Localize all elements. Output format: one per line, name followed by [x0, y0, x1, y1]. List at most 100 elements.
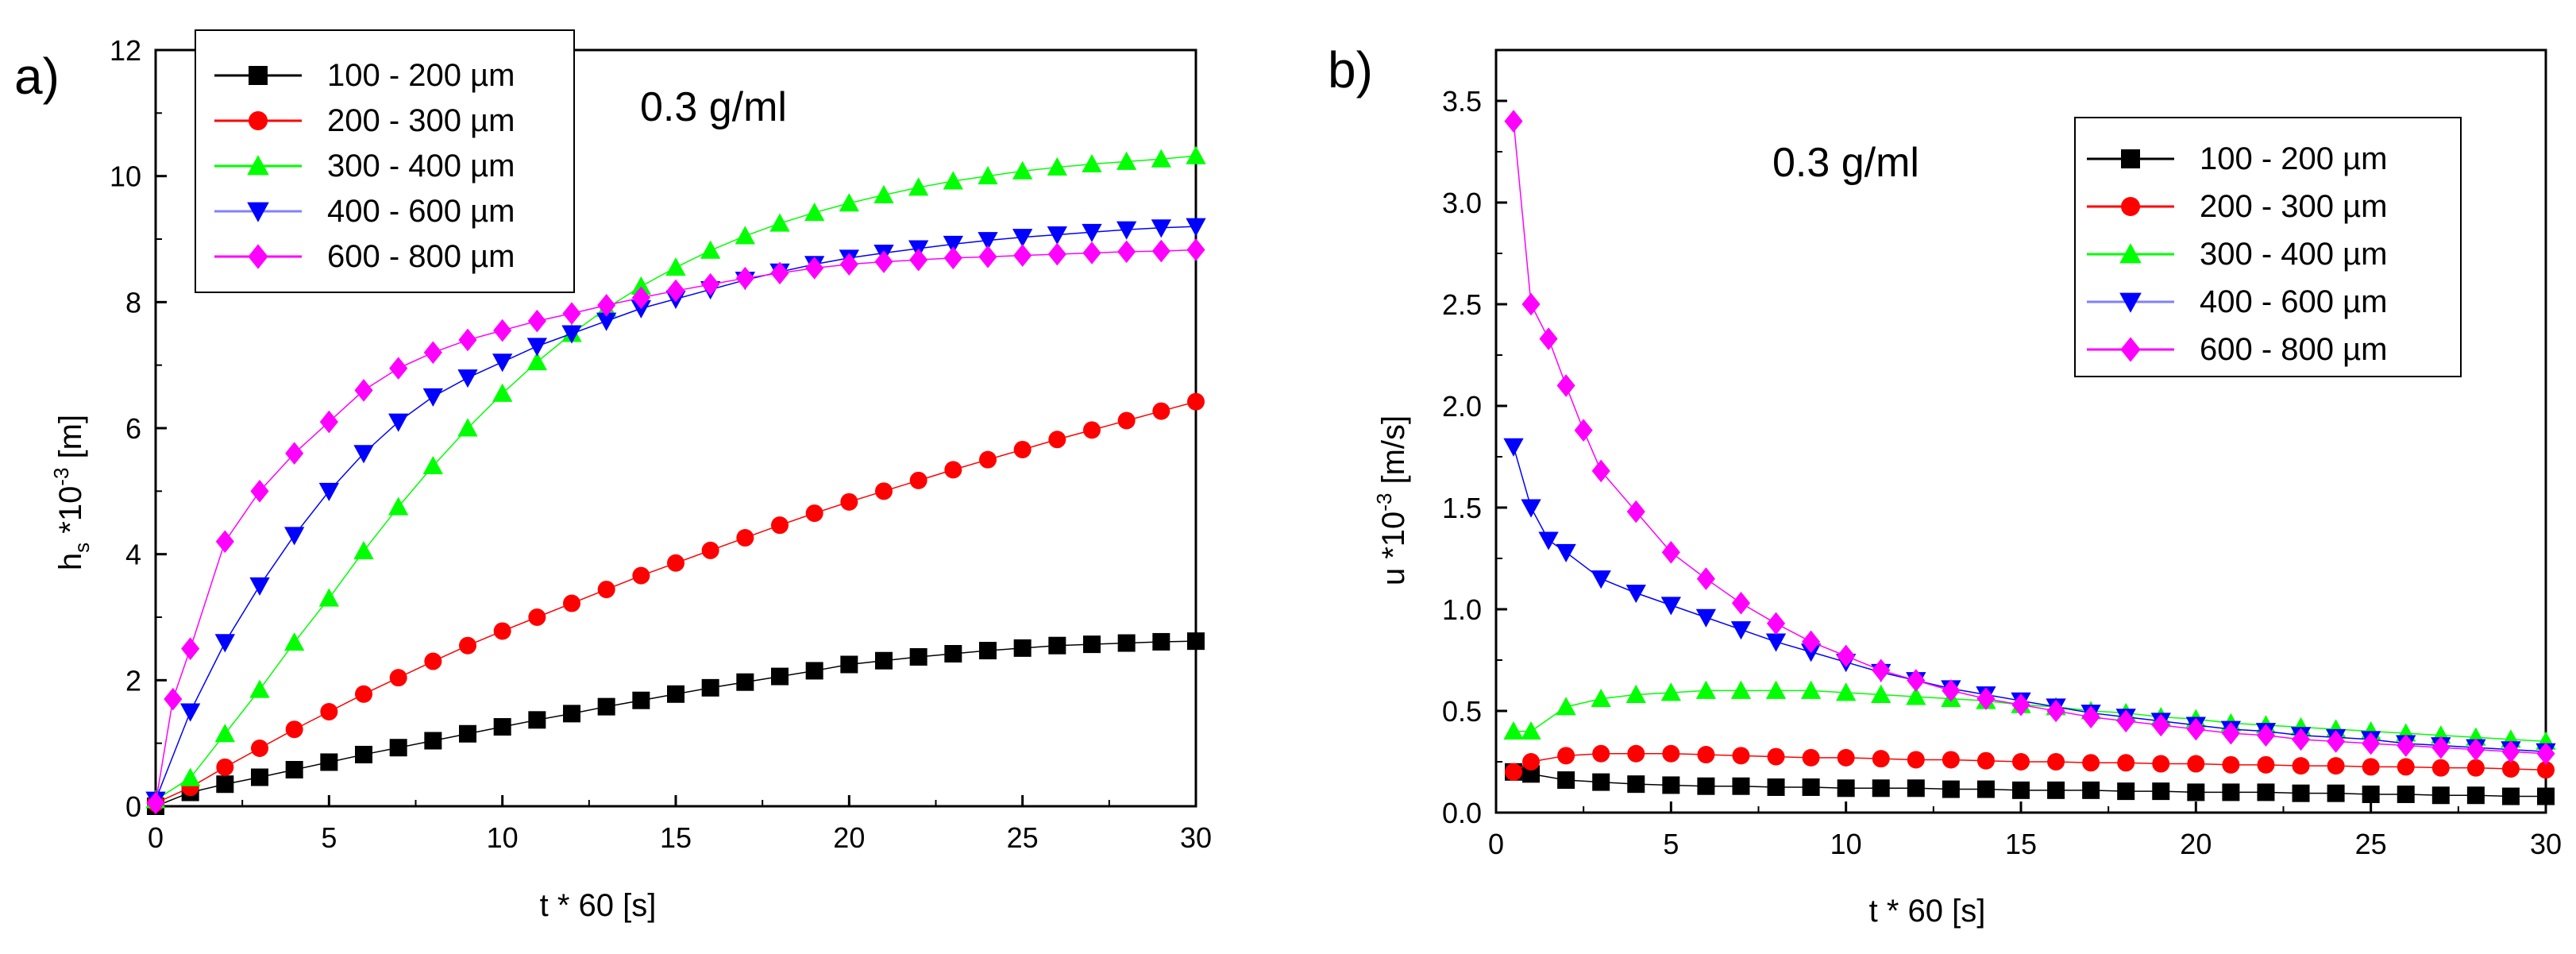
data-point [735, 266, 754, 290]
data-point [667, 554, 684, 572]
data-point [1047, 226, 1067, 245]
legend-label: 400 - 600 µm [2200, 284, 2388, 319]
data-point [979, 642, 997, 660]
data-point [181, 637, 200, 660]
series-a-4 [145, 218, 1206, 810]
data-point [389, 357, 408, 380]
data-point [2047, 781, 2065, 799]
data-point [666, 279, 685, 303]
data-point [840, 492, 858, 511]
series-b-2 [1505, 744, 2555, 781]
data-point [873, 184, 894, 203]
data-point [805, 504, 823, 523]
data-point [2221, 721, 2240, 745]
x-tick-label-a: 15 [660, 821, 692, 854]
data-point [458, 328, 477, 352]
x-tick-label-a: 20 [833, 821, 865, 854]
data-point [2291, 728, 2311, 751]
data-point [2257, 783, 2275, 801]
annotation-a: 0.3 g/ml [640, 84, 787, 130]
data-point [388, 413, 409, 432]
data-point [1697, 746, 1715, 764]
data-point [2362, 758, 2380, 776]
data-point [1976, 687, 1996, 710]
data-point [1767, 747, 1785, 766]
data-point [457, 369, 478, 388]
data-point [2012, 753, 2030, 771]
data-point [1872, 659, 1891, 682]
x-tick-label-b: 20 [2180, 828, 2212, 860]
y-tick-label-a: 8 [125, 286, 141, 319]
data-point [1730, 621, 1752, 640]
data-point [457, 418, 478, 437]
data-point [943, 235, 963, 254]
plot-area-a: 0 5 10 15 20 25 30 0 2 4 6 8 10 12 [110, 34, 1212, 854]
legend-label: 300 - 400 µm [327, 149, 515, 183]
x-tick-label-b: 30 [2530, 828, 2562, 860]
data-point [1695, 680, 1717, 699]
data-point [1152, 632, 1170, 651]
data-point [459, 724, 476, 743]
data-point [2292, 784, 2310, 802]
legend-marker [247, 155, 269, 176]
data-point [1732, 777, 1750, 795]
data-point [354, 379, 373, 402]
data-point [701, 541, 719, 559]
data-point [1503, 720, 1524, 740]
data-point [1942, 679, 1961, 702]
data-point [665, 257, 686, 276]
series-a-2 [147, 392, 1205, 813]
legend-marker [2119, 243, 2142, 264]
legend-label: 200 - 300 µm [327, 103, 515, 138]
data-point [909, 647, 927, 666]
data-point [2397, 734, 2416, 757]
data-point [2082, 754, 2100, 772]
legend-label: 100 - 200 µm [327, 58, 515, 93]
data-point [908, 177, 929, 196]
data-point [424, 732, 442, 750]
data-point [2501, 740, 2520, 763]
data-point [1766, 612, 1786, 635]
data-point [1907, 779, 1925, 798]
data-point [1836, 682, 1857, 701]
data-point [1082, 241, 1101, 265]
data-point [1187, 392, 1205, 411]
data-point [249, 679, 270, 698]
data-point [1907, 751, 1925, 769]
x-tick-label-a: 5 [321, 821, 337, 854]
data-point [1151, 149, 1171, 168]
legend-a: 100 - 200 µm 200 - 300 µm 300 - 400 µm 400 … [195, 29, 575, 293]
legend-label: 200 - 300 µm [2200, 189, 2388, 224]
data-point [561, 325, 582, 344]
data-point [2537, 787, 2555, 805]
data-point [285, 760, 303, 778]
data-point [1557, 771, 1575, 790]
data-point [1047, 156, 1067, 176]
data-point [1187, 632, 1205, 651]
data-point [214, 724, 235, 743]
data-point [1732, 747, 1750, 765]
data-point [2327, 784, 2345, 802]
data-point [216, 775, 234, 794]
data-point [1013, 639, 1032, 657]
data-point [250, 480, 269, 503]
data-point [164, 687, 183, 711]
data-point [2152, 782, 2170, 801]
data-point [1837, 644, 1856, 668]
data-point [2466, 759, 2485, 777]
x-tick-label-a: 10 [487, 821, 519, 854]
data-point [2012, 781, 2030, 799]
data-point [355, 685, 372, 703]
data-point [839, 193, 859, 212]
data-point [1906, 686, 1926, 705]
series-a-3 [145, 145, 1206, 809]
data-point [736, 673, 754, 691]
legend-label: 100 - 200 µm [2200, 141, 2388, 176]
y-tick-label-a: 2 [125, 664, 141, 697]
data-point [320, 703, 338, 720]
data-point [2362, 785, 2380, 803]
x-tick-label-b: 0 [1488, 828, 1504, 860]
data-point [667, 685, 684, 703]
data-point [978, 245, 997, 268]
y-axis-label-a: hs *10-3 [m] [49, 415, 94, 570]
